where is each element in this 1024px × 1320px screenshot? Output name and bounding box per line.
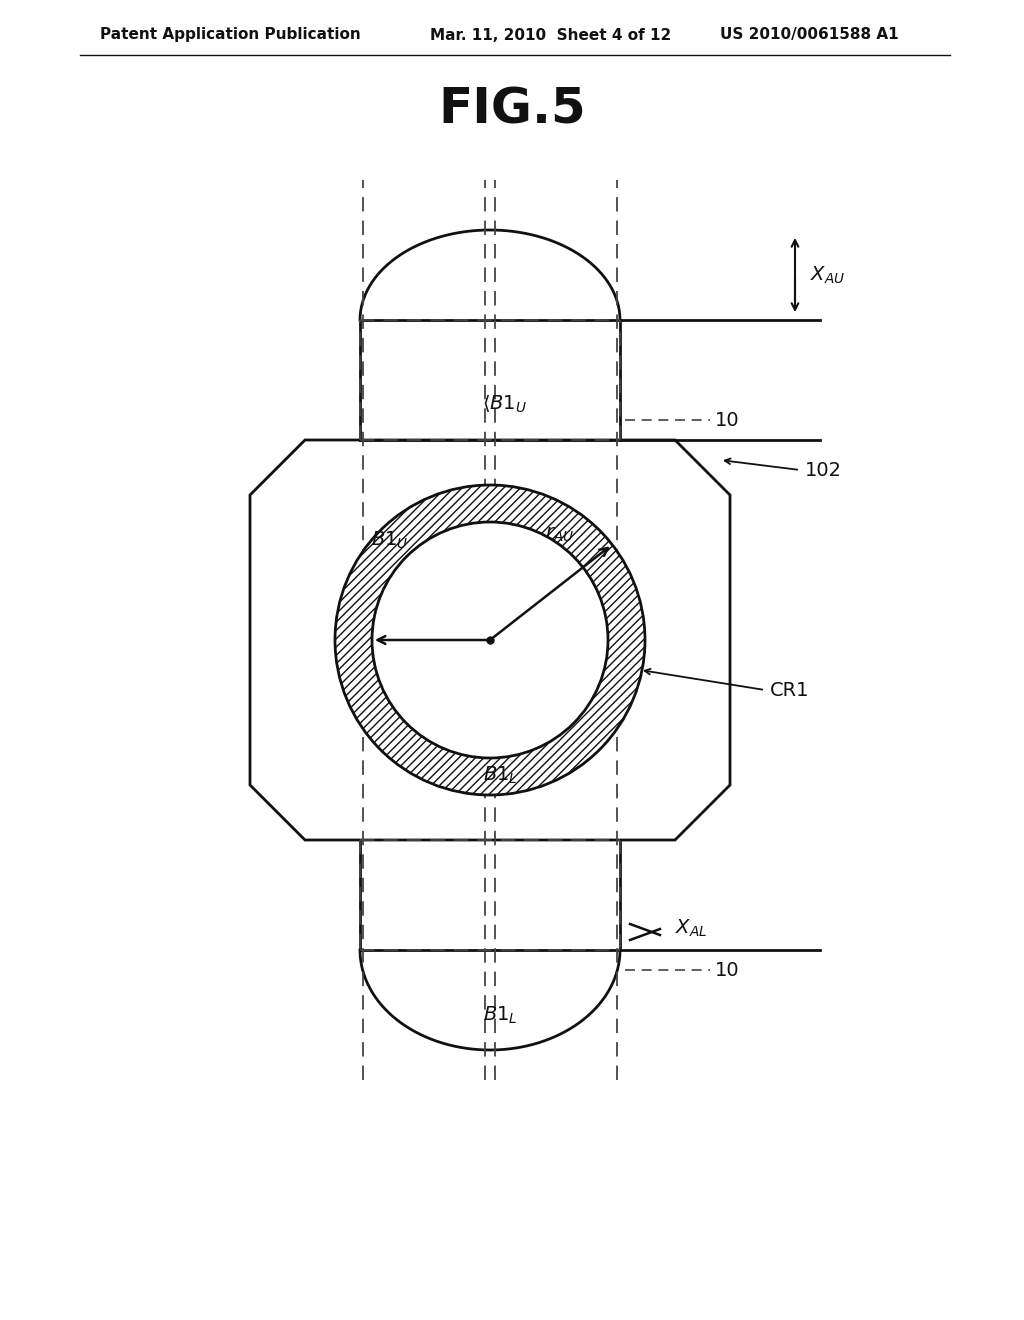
Text: Mar. 11, 2010  Sheet 4 of 12: Mar. 11, 2010 Sheet 4 of 12 — [430, 28, 672, 42]
Text: $\langle B1_U$: $\langle B1_U$ — [482, 393, 527, 414]
Text: $r_{AU}$: $r_{AU}$ — [545, 525, 574, 544]
Text: $B1_U$: $B1_U$ — [371, 529, 409, 550]
Circle shape — [335, 484, 645, 795]
Text: $B1_L$: $B1_L$ — [482, 1005, 517, 1026]
Text: US 2010/0061588 A1: US 2010/0061588 A1 — [720, 28, 899, 42]
Text: CR1: CR1 — [770, 681, 810, 700]
Text: FIG.5: FIG.5 — [438, 86, 586, 135]
Text: Patent Application Publication: Patent Application Publication — [100, 28, 360, 42]
Text: $X_{AL}$: $X_{AL}$ — [675, 917, 708, 939]
Text: $X_{AU}$: $X_{AU}$ — [810, 264, 845, 285]
Text: 10: 10 — [715, 411, 739, 429]
Text: 102: 102 — [805, 461, 842, 479]
Text: $r_{AL}$: $r_{AL}$ — [500, 665, 526, 685]
Text: $B1_L$: $B1_L$ — [482, 764, 517, 785]
Circle shape — [372, 521, 608, 758]
Text: 10: 10 — [715, 961, 739, 979]
